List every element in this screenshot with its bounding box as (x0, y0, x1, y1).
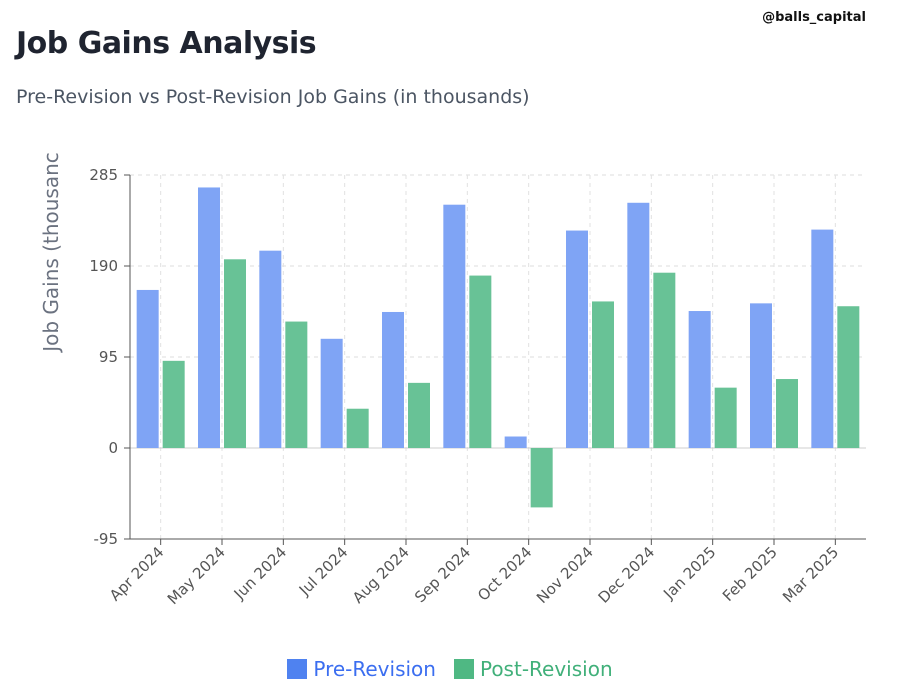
bar-post-revision[interactable] (592, 301, 614, 448)
bar-pre-revision[interactable] (627, 202, 650, 448)
bar-pre-revision[interactable] (136, 289, 159, 448)
bar-pre-revision[interactable] (198, 187, 220, 448)
bar-pre-revision[interactable] (443, 204, 466, 448)
bar-pre-revision[interactable] (566, 230, 588, 448)
bar-pre-revision[interactable] (688, 311, 711, 448)
watermark: @balls_capital (762, 10, 866, 25)
x-tick-label: Dec 2024 (595, 543, 659, 607)
bars (136, 187, 860, 508)
bar-post-revision[interactable] (714, 387, 737, 448)
x-tick-label: Oct 2024 (474, 543, 535, 604)
x-tick-label: Jul 2024 (295, 543, 352, 600)
legend-item-post-revision[interactable]: Post-Revision (453, 657, 613, 681)
legend: Pre-Revision Post-Revision (0, 657, 900, 681)
bar-pre-revision[interactable] (259, 250, 282, 448)
x-tick-label: Jun 2024 (230, 543, 290, 603)
bar-post-revision[interactable] (408, 382, 430, 448)
bar-post-revision[interactable] (224, 259, 246, 448)
bar-pre-revision[interactable] (750, 303, 772, 448)
chart-title: Job Gains Analysis (16, 26, 317, 61)
y-tick-label: -95 (94, 530, 119, 548)
bar-post-revision[interactable] (530, 448, 553, 508)
bar-post-revision[interactable] (162, 360, 185, 448)
bar-pre-revision[interactable] (811, 229, 834, 448)
x-tick-label: Aug 2024 (349, 543, 413, 607)
y-tick-label: 285 (89, 166, 118, 184)
chart-subtitle: Pre-Revision vs Post-Revision Job Gains … (16, 86, 530, 108)
x-tick-label: Sep 2024 (411, 543, 474, 606)
x-tick-label: Feb 2025 (719, 543, 781, 605)
bar-post-revision[interactable] (653, 272, 676, 448)
legend-item-pre-revision[interactable]: Pre-Revision (287, 657, 436, 681)
legend-swatch-post-revision (453, 659, 474, 679)
legend-label-post-revision: Post-Revision (479, 657, 613, 681)
legend-label-pre-revision: Pre-Revision (313, 657, 436, 681)
bar-pre-revision[interactable] (504, 436, 527, 448)
bar-post-revision[interactable] (285, 321, 308, 448)
legend-swatch-pre-revision (287, 659, 308, 679)
x-tick-label: Nov 2024 (533, 543, 597, 607)
bar-pre-revision[interactable] (320, 338, 343, 448)
bar-post-revision[interactable] (837, 306, 860, 448)
x-tick-label: May 2024 (164, 543, 229, 608)
bar-pre-revision[interactable] (382, 311, 404, 448)
y-axis-label: Job Gains (thousanc (39, 152, 63, 354)
y-tick-label: 190 (89, 257, 118, 275)
x-tick-label: Jan 2025 (659, 543, 719, 603)
bar-post-revision[interactable] (469, 275, 492, 448)
y-tick-label: 95 (99, 348, 118, 366)
bar-post-revision[interactable] (346, 408, 369, 448)
bar-post-revision[interactable] (776, 379, 798, 448)
x-tick-label: Mar 2025 (779, 543, 842, 606)
y-tick-label: 0 (108, 439, 118, 457)
x-tick-label: Apr 2024 (106, 543, 167, 604)
